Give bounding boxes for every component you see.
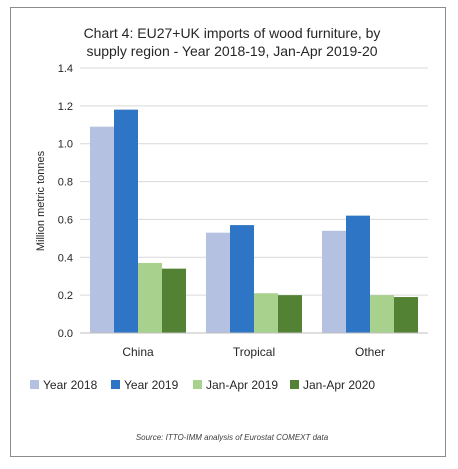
bar-china-year-2018 xyxy=(90,126,114,333)
legend-label: Jan-Apr 2020 xyxy=(303,378,375,392)
y-tick-label: 0.0 xyxy=(58,328,73,340)
bars xyxy=(90,109,418,334)
y-tick-label: 0.8 xyxy=(58,177,73,189)
y-tick-label: 1.2 xyxy=(58,101,73,113)
bar-china-year-2019 xyxy=(114,109,138,334)
y-tick-label: 0.2 xyxy=(58,290,73,302)
legend-swatch xyxy=(193,380,202,389)
legend-swatch xyxy=(111,380,120,389)
chart-frame xyxy=(10,7,446,457)
legend-label: Year 2019 xyxy=(124,378,179,392)
chart-title-line-2: supply region - Year 2018-19, Jan-Apr 20… xyxy=(86,43,377,59)
legend: Year 2018 Year 2019 Jan-Apr 2019 Jan-Apr 20… xyxy=(30,378,375,392)
source-note: Source: ITTO-IMM analysis of Eurostat CO… xyxy=(136,433,329,442)
legend-label: Year 2018 xyxy=(43,378,98,392)
chart-title-line-1: Chart 4: EU27+UK imports of wood furnitu… xyxy=(84,25,381,41)
bar-tropical-year-2018 xyxy=(206,232,230,333)
legend-swatch xyxy=(30,380,39,389)
x-axis-categories: China Tropical Other xyxy=(122,345,385,359)
bar-other-year-2019 xyxy=(346,215,370,333)
bar-tropical-jan-apr-2020 xyxy=(278,295,302,333)
y-axis-label: Million metric tonnes xyxy=(35,150,47,251)
legend-label: Jan-Apr 2019 xyxy=(206,378,278,392)
bar-other-jan-apr-2020 xyxy=(394,297,418,333)
y-tick-label: 1.0 xyxy=(58,139,73,151)
y-tick-label: 0.4 xyxy=(58,252,73,264)
y-axis-ticks: 0.0 0.2 0.4 0.6 0.8 1.0 1.2 1.4 xyxy=(58,63,73,340)
bar-tropical-jan-apr-2019 xyxy=(254,293,278,333)
y-tick-label: 1.4 xyxy=(58,63,73,75)
x-category-label: Tropical xyxy=(233,345,275,359)
bar-other-jan-apr-2019 xyxy=(370,295,394,333)
bar-other-year-2018 xyxy=(322,230,346,333)
chart-title: Chart 4: EU27+UK imports of wood furnitu… xyxy=(84,25,381,59)
legend-swatch xyxy=(290,380,299,389)
bar-china-jan-apr-2019 xyxy=(138,262,162,333)
bar-tropical-year-2019 xyxy=(230,225,254,333)
x-category-label: Other xyxy=(355,345,385,359)
bar-china-jan-apr-2020 xyxy=(162,268,186,333)
x-category-label: China xyxy=(122,345,154,359)
y-tick-label: 0.6 xyxy=(58,214,73,226)
